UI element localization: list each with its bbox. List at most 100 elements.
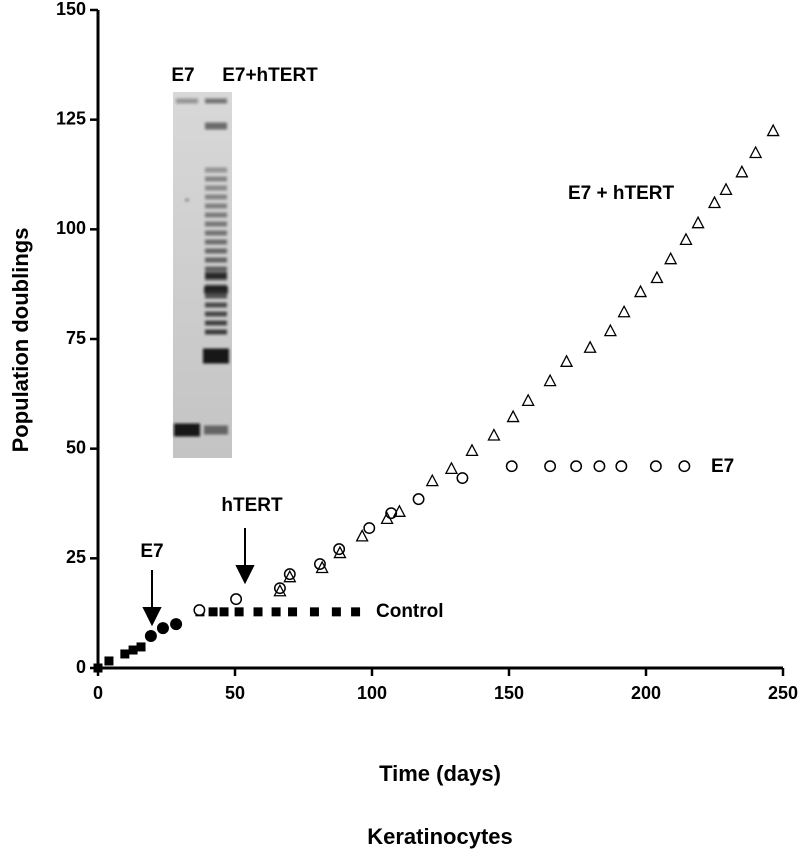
data-point [315,560,329,574]
x-tick-label: 50 [225,683,245,703]
gel-band [205,167,227,173]
gel-band [205,239,227,245]
gel-band [205,212,227,218]
data-point [650,270,664,284]
data-point [288,607,298,617]
gel-band [205,248,227,254]
gel-band [174,423,200,437]
data-point [380,511,394,525]
gel-band [205,272,227,278]
series-label: E7 [711,456,734,477]
data-point [570,460,583,473]
y-tick-label: 150 [56,0,86,19]
y-tick-label: 25 [66,547,86,567]
data-point [505,460,518,473]
y-tick-label: 125 [56,108,86,128]
gel-band [203,348,229,364]
data-point [691,215,705,229]
data-point [271,607,281,617]
data-point [351,607,361,617]
data-point [219,607,229,617]
data-point [707,195,722,209]
data-point [363,522,376,535]
data-point [128,645,138,655]
annotation: E7 [140,541,163,562]
data-point [333,545,347,559]
data-point [633,284,648,298]
data-point [104,656,114,666]
data-point [664,251,678,265]
gel-band [205,320,227,326]
data-point [136,642,146,652]
data-point [615,460,628,473]
y-tick-label: 100 [56,218,86,238]
data-point [425,473,439,487]
data-point [156,622,169,635]
data-point [487,428,501,441]
data-point [273,583,287,597]
data-point [170,618,183,631]
annotation: hTERT [221,495,283,516]
data-point [543,373,557,387]
data-point [603,323,617,337]
y-tick-label: 50 [66,437,86,457]
data-point [392,504,406,517]
data-point [309,607,319,617]
data-point [521,393,535,407]
data-point [766,123,780,137]
data-point [593,460,606,473]
data-point [355,528,369,542]
gel-band [205,122,227,130]
gel-band [205,257,227,263]
gel-band [205,194,227,200]
arrowhead [142,607,162,627]
data-point [412,493,425,506]
gel-band [205,302,227,308]
data-point [749,145,763,159]
gel-band [204,286,228,294]
data-point [617,304,631,318]
series-label: E7 + hTERT [568,183,674,204]
data-point [193,604,206,617]
gel-band [204,425,228,435]
gel-band [205,230,227,236]
data-point [230,593,243,606]
y-tick-label: 75 [66,328,86,348]
y-axis-label: Population doublings [8,228,33,453]
x-tick-label: 0 [93,683,103,703]
data-point [93,663,103,673]
x-axis-label: Time (days) [379,761,501,786]
data-point [679,232,693,246]
data-point [583,340,597,353]
data-point [444,461,459,474]
gel-band [185,198,189,202]
data-point [559,354,574,367]
gel-bands [174,98,229,437]
arrowhead [235,565,255,585]
arrows [142,528,255,627]
data-point [253,607,263,617]
inset-label: E7+hTERT [222,65,318,86]
gel-band [205,293,227,299]
y-tick-label: 0 [76,657,86,677]
gel-band [176,98,198,104]
x-tick-label: 150 [494,683,524,703]
data-point [649,460,662,473]
gel-band [205,185,227,191]
x-tick-label: 250 [768,683,798,703]
gel-band [205,98,227,104]
data-point [120,649,130,659]
data-point [331,607,341,617]
data-point [234,607,244,617]
data-point [456,472,469,485]
gel-band [205,311,227,317]
data-point [506,409,520,423]
series-label: Control [376,601,444,622]
data-point [465,443,479,457]
data-point [719,182,733,196]
data-point [678,460,691,473]
gel-band [205,203,227,209]
data-point [208,607,218,617]
gel-inset [173,92,232,458]
